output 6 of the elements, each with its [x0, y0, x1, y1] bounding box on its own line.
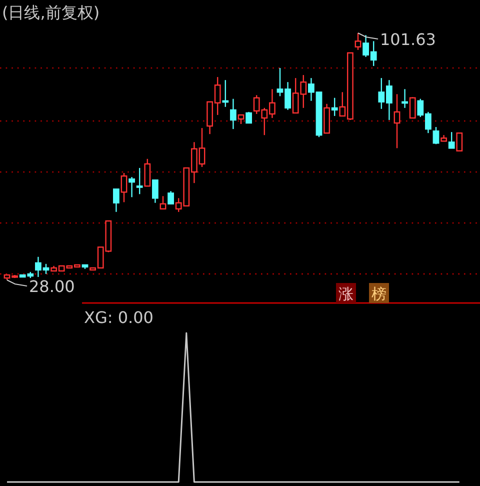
text: 榜 — [372, 285, 386, 303]
chart-title: (日线,前复权) — [2, 3, 100, 22]
chart-title: XG: 0.00 — [84, 308, 154, 327]
annotation: 101.63 — [380, 30, 436, 49]
text: 涨 — [338, 285, 354, 303]
annotation: 28.00 — [29, 277, 75, 296]
